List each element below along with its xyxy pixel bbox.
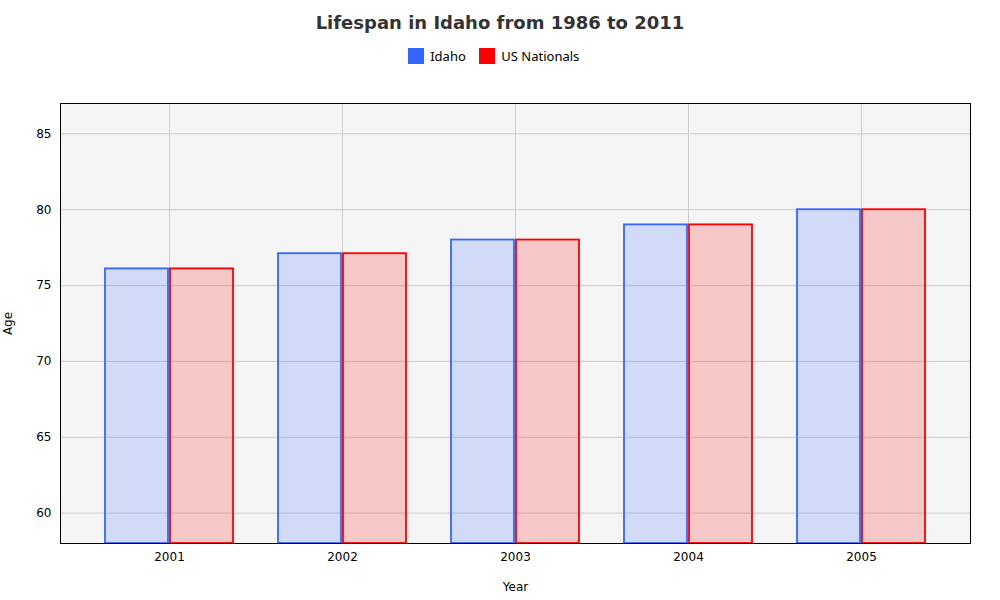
- svg-text:80: 80: [36, 202, 51, 216]
- svg-text:75: 75: [36, 278, 51, 292]
- html-text:Lifespan in Idaho from 1986 to: Lifespan in Idaho from 1986 to 2011: [315, 12, 685, 33]
- html-text:Idaho: Idaho: [430, 46, 466, 65]
- svg-text:Age: Age: [1, 311, 15, 334]
- svg-text:85: 85: [36, 126, 51, 140]
- svg-text:60: 60: [36, 505, 51, 519]
- html-text:US Nationals: US Nationals: [501, 46, 580, 65]
- svg-text:2002: 2002: [327, 550, 358, 564]
- svg-text:70: 70: [36, 354, 51, 368]
- svg-text:Year: Year: [502, 579, 528, 593]
- svg-text:65: 65: [36, 430, 51, 444]
- svg-text:2004: 2004: [673, 550, 704, 564]
- svg-text:2005: 2005: [846, 550, 877, 564]
- svg-text:2003: 2003: [500, 550, 531, 564]
- svg-text:2001: 2001: [154, 550, 185, 564]
